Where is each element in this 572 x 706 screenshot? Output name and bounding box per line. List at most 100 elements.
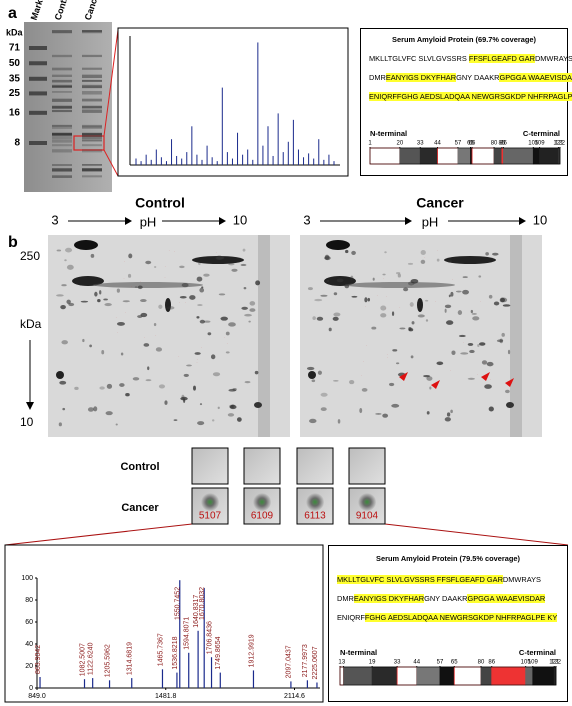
gel-spot xyxy=(382,413,389,418)
marker-band xyxy=(29,76,47,81)
spot xyxy=(358,493,376,511)
gel-spot xyxy=(199,319,206,324)
gel-band xyxy=(82,125,102,129)
gel-spot xyxy=(320,392,328,397)
position-label: 65 xyxy=(467,141,474,147)
y-tick-label: 80 xyxy=(25,597,33,604)
connector xyxy=(384,523,569,546)
gel-spot xyxy=(316,316,324,321)
gel-spot xyxy=(203,320,211,323)
spot-id: 6109 xyxy=(251,511,274,522)
spot-marker: · xyxy=(463,340,464,344)
gel-spot xyxy=(164,400,168,405)
gel-spot xyxy=(106,383,113,389)
spot-marker: · xyxy=(178,354,179,358)
gel-streak xyxy=(258,235,270,437)
gel-band xyxy=(52,144,72,147)
x-tick-label: 2114.6 xyxy=(284,693,305,700)
arrowhead xyxy=(26,402,34,410)
gel-spot xyxy=(399,327,406,330)
spot-marker: · xyxy=(179,300,180,304)
gel-spot xyxy=(101,350,105,355)
gel-spot xyxy=(492,252,499,256)
gel-spot xyxy=(60,305,66,310)
spot-marker: · xyxy=(361,373,362,377)
gel-spot xyxy=(242,248,246,252)
gel-spot xyxy=(391,403,400,408)
gel-spot xyxy=(153,266,157,268)
gel-spot xyxy=(403,287,409,292)
gel-spot xyxy=(125,393,130,397)
gel-spot xyxy=(367,297,371,302)
mw-label: 35 xyxy=(9,73,21,84)
spot xyxy=(201,493,219,511)
gel-spot xyxy=(105,411,113,416)
gel-spot xyxy=(66,264,74,270)
gel-spot xyxy=(198,261,201,266)
gel-spot xyxy=(249,308,256,312)
gel-band xyxy=(52,133,72,136)
spot-marker: · xyxy=(365,304,366,308)
gel-spot xyxy=(199,287,205,293)
gel-spot xyxy=(116,288,120,293)
lane-label: Control xyxy=(53,0,72,21)
gel-spot xyxy=(243,286,247,290)
gel-spot xyxy=(217,406,220,410)
peak-label: 1314.6819 xyxy=(127,642,134,675)
spot-marker: · xyxy=(424,255,425,259)
gel-spot xyxy=(145,260,152,265)
gel-spot xyxy=(472,316,480,321)
spot-marker: · xyxy=(165,265,166,269)
gel-spot xyxy=(332,316,339,321)
gel-spot xyxy=(140,299,147,303)
gel-spot xyxy=(236,417,242,422)
connector xyxy=(4,523,193,546)
gel-spot xyxy=(500,297,508,303)
gel-spot xyxy=(104,303,112,307)
gel-spot xyxy=(426,411,430,415)
position-label: 86 xyxy=(488,660,495,666)
spot-marker: · xyxy=(480,299,481,303)
gel-spot xyxy=(147,366,150,371)
gel-spot xyxy=(350,275,354,281)
spot-marker: · xyxy=(387,355,388,359)
ph-low: 3 xyxy=(51,212,58,227)
arrow-marker xyxy=(399,372,408,381)
gel-spot xyxy=(140,312,148,318)
gel-band xyxy=(52,74,72,78)
spot-marker: · xyxy=(363,360,364,364)
peak-label: 1670.8032 xyxy=(199,587,206,620)
gel-spot xyxy=(183,398,186,403)
gel-spot xyxy=(388,382,395,387)
peak-label: 863.9042 xyxy=(35,645,42,674)
gel-spot xyxy=(93,406,98,412)
position-label: 121 xyxy=(553,141,564,147)
gel-spot xyxy=(364,297,368,303)
gel-spot xyxy=(58,422,62,427)
gel-spot xyxy=(436,361,444,366)
sequence-segment: ENIQRFFGHG AEDSLADQAA NEWGRSGKDP NHFRPAG… xyxy=(369,92,572,101)
mw-label: 50 xyxy=(9,58,21,69)
gel-spot xyxy=(320,294,328,297)
gel-band xyxy=(82,133,102,137)
gel-spot xyxy=(211,419,215,422)
gel-spot xyxy=(306,366,315,371)
mw-label: 16 xyxy=(9,107,21,118)
marker-band xyxy=(29,46,47,50)
x-tick-label: 1481.8 xyxy=(155,693,177,700)
gel-band xyxy=(52,84,72,88)
gel-spot xyxy=(450,409,453,414)
gel-band xyxy=(52,136,72,140)
gel-spot xyxy=(307,287,313,291)
spot-marker: · xyxy=(216,250,217,254)
terminal-label: C-terminal xyxy=(519,648,556,657)
gel-band xyxy=(82,79,102,82)
gel-band xyxy=(82,149,102,153)
position-label: 33 xyxy=(417,141,424,147)
gel-spot xyxy=(470,309,474,314)
sequence-line: MKLLTGLVFC SLVLGVSSRS FFSFLGEAFD GARDMWR… xyxy=(337,575,567,584)
lane-label: Cancer xyxy=(83,0,102,21)
gel-spot xyxy=(56,249,62,252)
gel-spot xyxy=(89,344,92,348)
gel-spot xyxy=(502,304,511,307)
